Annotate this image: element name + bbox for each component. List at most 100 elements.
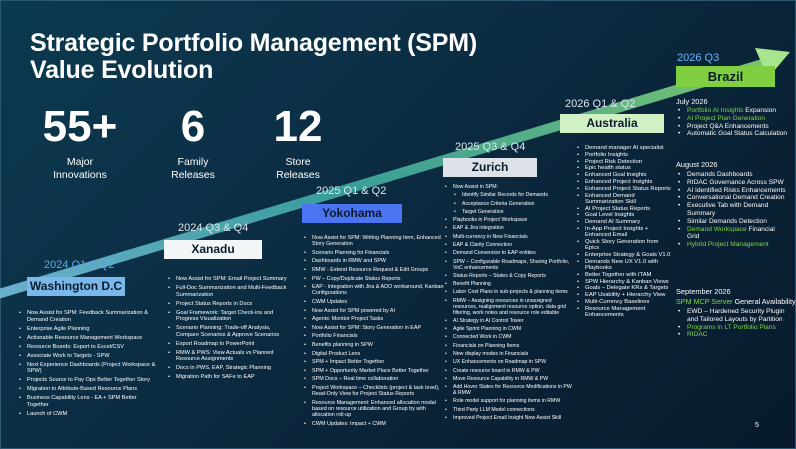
list-item: Scenario Planning: Trade-off Analysis, C…: [167, 325, 292, 338]
list-item: RMW – Assigning resources in unassigned …: [444, 298, 572, 317]
list-item: Project Status Reports in Docs: [167, 301, 292, 308]
period-yokohama: 2025 Q1 & Q2: [316, 185, 387, 197]
washington-feature-list: Now Assist for SPM: Feedback Summarizati…: [18, 310, 158, 420]
release-washington: Washington D.C: [27, 277, 125, 296]
stat-number: 12: [273, 102, 323, 151]
period-xanadu: 2024 Q3 & Q4: [178, 222, 249, 234]
july-heading: July 2026: [676, 97, 708, 106]
list-item: RIDAC: [677, 331, 791, 339]
list-item: Demands New UX V1.0 with Playbooks: [576, 259, 674, 271]
list-item: Now Assist for SPM powered by AI: [303, 308, 445, 314]
list-item: Now Assist for SPM: Writing Planning Ite…: [303, 235, 445, 247]
list-item: Goal Level Insights: [576, 212, 674, 218]
list-item: Add Hover States for Resource Modificati…: [444, 384, 572, 397]
list-item: SPW Hierarchy & Kanban Views: [576, 279, 674, 285]
list-item: Enhanced Demand Summarization Skill: [576, 193, 674, 205]
list-item: Resource Boards: Export to Excel/CSV: [18, 344, 158, 351]
list-item: Status Reports – States & Copy Reports: [444, 273, 572, 280]
stat-innovations: 55+ Major Innovations: [30, 104, 130, 182]
list-item: Agile Sprint Planning in CWM: [444, 326, 572, 333]
stat-label: Store Releases: [276, 156, 320, 181]
list-item: EAP Usability + Hierarchy View: [576, 292, 674, 298]
list-item: Demand manager AI specialist: [576, 145, 674, 151]
release-brazil: Brazil: [676, 66, 775, 87]
list-item: AI Strategy in AI Control Tower: [444, 318, 572, 325]
list-item: Project Workspace – Checklists (project …: [303, 385, 445, 397]
september-feature-list: EWD – Hardened Security Plugin and Tailo…: [677, 308, 791, 339]
list-item: SPW – Configurable Roadmaps, Sharing Por…: [444, 259, 572, 272]
yokohama-feature-list: Now Assist for SPM: Writing Planning Ite…: [303, 235, 445, 429]
list-item: Enhanced Project Insights: [576, 179, 674, 185]
list-item: Launch of CWM: [18, 411, 158, 418]
list-item: Project Risk Detection: [576, 159, 674, 165]
release-zurich: Zurich: [443, 158, 537, 177]
list-item: Now Assist for SPM: Email Project Summar…: [167, 276, 292, 283]
list-item: SPM Docs – Real time collaboration: [303, 376, 445, 382]
stat-family-releases: 6 Family Releases: [158, 104, 228, 182]
stat-label: Major Innovations: [53, 156, 107, 181]
list-item: Associate Work to Targets - SPW: [18, 353, 158, 360]
list-item: Enhanced Project Status Reports: [576, 186, 674, 192]
arrow-head: [755, 48, 790, 78]
list-item: Quick Story Generation from Epics: [576, 239, 674, 251]
list-item: Identify Similar Records for Demands: [444, 192, 572, 199]
page-number: 5: [755, 422, 759, 429]
list-item: PW – Copy/Duplicate Status Reports: [303, 276, 445, 282]
list-item: Multi-Currency Baselines: [576, 299, 674, 305]
list-item: Goals – Delegate KRs & Targets: [576, 285, 674, 291]
list-item: AI Project Plan Generation: [677, 115, 792, 123]
list-item: Role model support for planning items in…: [444, 399, 572, 406]
list-item: Migration to Attribute-Based Resource Pl…: [18, 386, 158, 393]
list-item: Scenario Planning for Financials: [303, 250, 445, 256]
list-item: Connected Work in CWM: [444, 335, 572, 342]
list-item: Docs in PWS, EAP, Strategic Planning: [167, 365, 292, 372]
list-item: SPM + Opportunity Market Place Better To…: [303, 368, 445, 374]
list-item: Actionable Resource Management Workspace: [18, 335, 158, 342]
list-item: Better Together with ITAM: [576, 272, 674, 278]
list-item: Digital Product Lens: [303, 351, 445, 357]
australia-feature-list: Demand manager AI specialist Portfolio I…: [576, 145, 674, 319]
list-item: Full-Doc Summarization and Multi-Feedbac…: [167, 285, 292, 298]
list-item: Playbooks in Project Workspace: [444, 217, 572, 224]
slide-title: Strategic Portfolio Management (SPM) Val…: [30, 30, 550, 84]
list-item: Benefits planning in SPW: [303, 342, 445, 348]
list-item: AI Project Status Reports: [576, 206, 674, 212]
list-item: EAP & Clarity Connection: [444, 242, 572, 249]
release-xanadu: Xanadu: [164, 240, 262, 259]
list-item: Resource Management Enhancements: [576, 306, 674, 318]
list-item: Demand Workspace Financial Grid: [677, 226, 789, 242]
list-item: Portfolio Financials: [303, 333, 445, 339]
list-item: Financials on Planning Items: [444, 343, 572, 350]
list-item: Executive Tab with Demand Summary: [677, 202, 789, 218]
list-item: Epic health status: [576, 165, 674, 171]
period-brazil: 2026 Q3: [677, 52, 720, 64]
zurich-feature-list: Now Assist in SPM: Identify Similar Reco…: [444, 184, 572, 424]
list-item: EWD – Hardened Security Plugin and Tailo…: [677, 308, 791, 324]
list-item: Third Party LLM Model connections: [444, 407, 572, 414]
title-line-1: Strategic Portfolio Management (SPM): [30, 29, 478, 57]
list-item: UX Enhancements on Roadmap in SPW: [444, 359, 572, 366]
list-item: New display modes in Financials: [444, 351, 572, 358]
period-zurich: 2025 Q3 & Q4: [455, 141, 526, 153]
august-feature-list: Demands Dashboards RIDAC Governance Acro…: [677, 171, 789, 249]
release-australia: Australia: [560, 114, 664, 133]
list-item: Automatic Goal Status Calculation: [677, 130, 792, 138]
list-item: Programs in LT Portfolio Plans: [677, 324, 791, 332]
list-item: Portfolio Insights: [576, 152, 674, 158]
title-line-2: Value Evolution: [30, 56, 214, 84]
list-item: Now Assist in SPM:: [444, 184, 572, 191]
list-item: Now Assist for SPM: Story Generation in …: [303, 325, 445, 331]
stat-label: Family Releases: [171, 156, 215, 181]
list-item: Next Experience Dashboards (Project Work…: [18, 362, 158, 375]
list-item: RIDAC Governance Across SPW: [677, 179, 789, 187]
list-item: EAP - Integration with Jira & ADO workar…: [303, 284, 445, 296]
list-item: Move Resource Capability in RMW & PW: [444, 376, 572, 383]
mcp-server-heading: SPM MCP Server General Availability: [676, 297, 796, 306]
list-item: CWM Updates: Impact + CWM: [303, 421, 445, 427]
stat-number: 6: [180, 102, 206, 151]
stat-number: 55+: [42, 102, 118, 151]
list-item: RMW - Extend Resource Request & Edit Gro…: [303, 267, 445, 273]
list-item: Labor Cost Plans in sub-projects & plann…: [444, 290, 572, 297]
period-washington: 2024 Q1 & Q2: [44, 259, 115, 271]
list-item: Now Assist for SPM: Feedback Summarizati…: [18, 310, 158, 323]
